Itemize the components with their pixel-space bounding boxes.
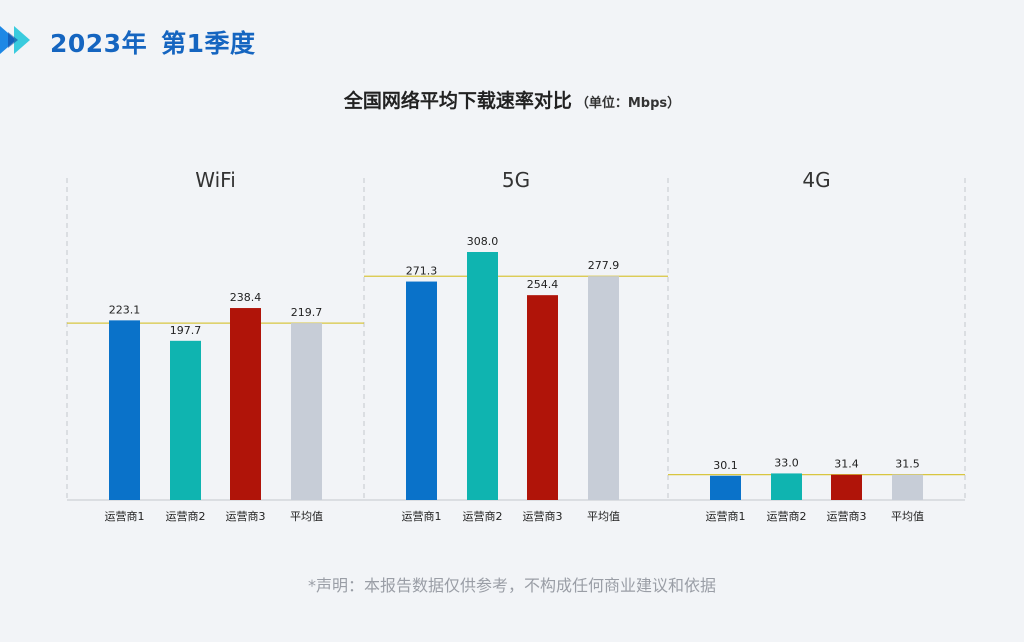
bar-wifi-3 bbox=[230, 308, 261, 500]
category-label-wifi-1: 运营商1 bbox=[105, 509, 145, 523]
category-label-5g-1: 运营商1 bbox=[402, 509, 442, 523]
data-label-5g-2: 308.0 bbox=[467, 235, 499, 248]
year-label: 2023年 bbox=[50, 29, 148, 58]
panel-title-4g: 4G bbox=[802, 168, 830, 192]
category-label-4g-1: 运营商1 bbox=[706, 509, 746, 523]
bar-5g-4 bbox=[588, 276, 619, 500]
bar-wifi-4 bbox=[291, 323, 322, 500]
category-label-wifi-4: 平均值 bbox=[290, 510, 323, 523]
bar-wifi-2 bbox=[170, 340, 201, 500]
bar-4g-1 bbox=[710, 475, 741, 500]
disclaimer-text: *声明：本报告数据仅供参考，不构成任何商业建议和依据 bbox=[307, 576, 716, 595]
category-label-4g-2: 运营商2 bbox=[767, 509, 807, 523]
data-label-wifi-3: 238.4 bbox=[230, 291, 262, 304]
category-label-4g-4: 平均值 bbox=[891, 510, 924, 523]
category-label-5g-3: 运营商3 bbox=[523, 509, 563, 523]
bar-5g-3 bbox=[527, 295, 558, 500]
data-label-wifi-2: 197.7 bbox=[170, 324, 202, 337]
data-label-4g-2: 33.0 bbox=[774, 456, 799, 469]
panel-title-wifi: WiFi bbox=[195, 168, 236, 192]
category-label-5g-4: 平均值 bbox=[587, 510, 620, 523]
chart-title: 全国网络平均下载速率对比 （单位：Mbps） bbox=[0, 86, 1024, 113]
bar-4g-3 bbox=[831, 474, 862, 500]
data-label-4g-4: 31.5 bbox=[895, 458, 920, 471]
chart-unit-label: （单位：Mbps） bbox=[575, 96, 681, 111]
bar-5g-2 bbox=[467, 252, 498, 500]
data-label-4g-1: 30.1 bbox=[713, 459, 738, 472]
bar-5g-1 bbox=[406, 281, 437, 500]
chart-title-text: 全国网络平均下载速率对比 bbox=[343, 90, 572, 112]
panel-title-5g: 5G bbox=[502, 168, 530, 192]
category-label-wifi-3: 运营商3 bbox=[226, 509, 266, 523]
category-label-wifi-2: 运营商2 bbox=[166, 509, 206, 523]
data-label-4g-3: 31.4 bbox=[834, 458, 859, 471]
data-label-wifi-1: 223.1 bbox=[109, 303, 141, 316]
data-label-5g-3: 254.4 bbox=[527, 278, 559, 291]
data-label-wifi-4: 219.7 bbox=[291, 306, 323, 319]
data-label-5g-1: 271.3 bbox=[406, 265, 438, 278]
bar-4g-4 bbox=[892, 474, 923, 500]
bar-4g-2 bbox=[771, 473, 802, 500]
brand-header: 2023年 第1季度 bbox=[50, 24, 256, 60]
bar-wifi-1 bbox=[109, 320, 140, 500]
category-label-4g-3: 运营商3 bbox=[827, 509, 867, 523]
category-label-5g-2: 运营商2 bbox=[463, 509, 503, 523]
data-label-5g-4: 277.9 bbox=[588, 259, 620, 272]
brand-logo-icon bbox=[0, 26, 30, 54]
quarter-label: 第1季度 bbox=[161, 29, 256, 58]
